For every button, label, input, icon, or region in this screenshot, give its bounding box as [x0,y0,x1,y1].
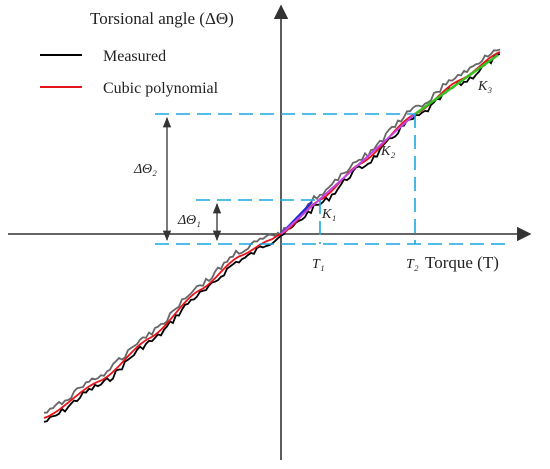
guide-lines [155,113,505,245]
x-tick-label-t2: T₂ [406,257,419,272]
legend: Measured Cubic polynomial [40,48,219,97]
measured-series-line-alt [43,48,501,414]
k3-stiffness-segment [414,54,499,115]
y-axis-title: Torsional angle (ΔΘ) [90,9,234,28]
delta-theta-2-label: ΔΘ₂ [133,162,157,177]
x-tick-label-t1: T₁ [312,257,325,272]
k2-stiffness-segment [280,113,416,235]
legend-label-measured: Measured [103,48,166,65]
k2-label: K₂ [380,144,395,159]
delta-theta-1-label: ΔΘ₁ [177,213,201,228]
legend-label-cubic: Cubic polynomial [103,80,219,97]
x-axis-title: Torque (T) [425,253,499,272]
k1-label: K₁ [321,207,336,222]
k3-label: K₃ [477,79,492,94]
